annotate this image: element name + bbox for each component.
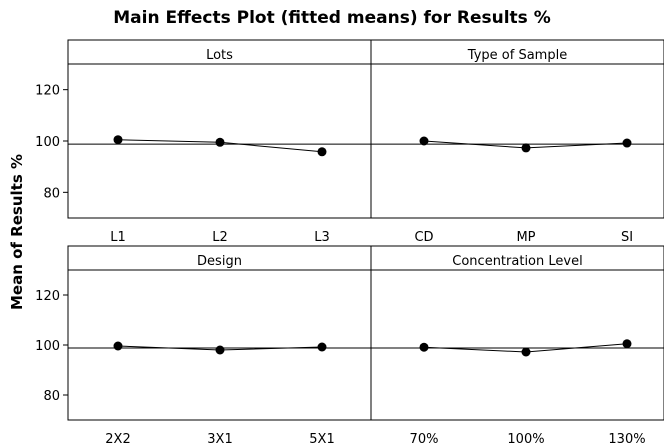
y-axis-label: Mean of Results %: [8, 154, 26, 310]
chart-title: Main Effects Plot (fitted means) for Res…: [113, 8, 551, 28]
panel-frame: [67, 39, 372, 219]
data-point: [113, 135, 123, 145]
panel-title: Lots: [206, 48, 233, 63]
y-tick-label: 120: [35, 84, 60, 99]
data-point: [317, 342, 327, 352]
x-tick-label: L2: [212, 230, 228, 245]
y-tick-label: 80: [43, 186, 60, 201]
data-point: [419, 136, 429, 146]
data-point: [419, 342, 429, 352]
panel-frame: [67, 245, 372, 421]
panel-title: Concentration Level: [452, 254, 582, 269]
x-tick-label: L1: [110, 230, 126, 245]
x-tick-label: 5X1: [309, 432, 334, 447]
x-tick-label: 100%: [507, 432, 544, 447]
x-tick-label: 2X2: [105, 432, 130, 447]
data-point: [113, 341, 123, 351]
y-tick-label: 120: [35, 289, 60, 304]
x-tick-label: CD: [414, 230, 433, 245]
data-point: [215, 345, 225, 355]
x-tick-label: 3X1: [207, 432, 232, 447]
y-tick-label: 80: [43, 389, 60, 404]
x-tick-label: MP: [516, 230, 535, 245]
y-tick-label: 100: [35, 135, 60, 150]
y-tick-label: 100: [35, 339, 60, 354]
data-point: [317, 147, 327, 157]
x-tick-label: L3: [314, 230, 330, 245]
x-tick-label: SI: [621, 230, 633, 245]
data-point: [622, 138, 632, 148]
data-point: [521, 143, 531, 153]
data-point: [215, 137, 225, 147]
panel-title: Type of Sample: [467, 48, 567, 63]
panel-frame: [370, 245, 664, 421]
data-point: [622, 339, 632, 349]
x-tick-label: 130%: [608, 432, 645, 447]
panel-title: Design: [197, 254, 242, 269]
data-point: [521, 347, 531, 357]
x-tick-label: 70%: [410, 432, 439, 447]
panel-frame: [370, 39, 664, 219]
